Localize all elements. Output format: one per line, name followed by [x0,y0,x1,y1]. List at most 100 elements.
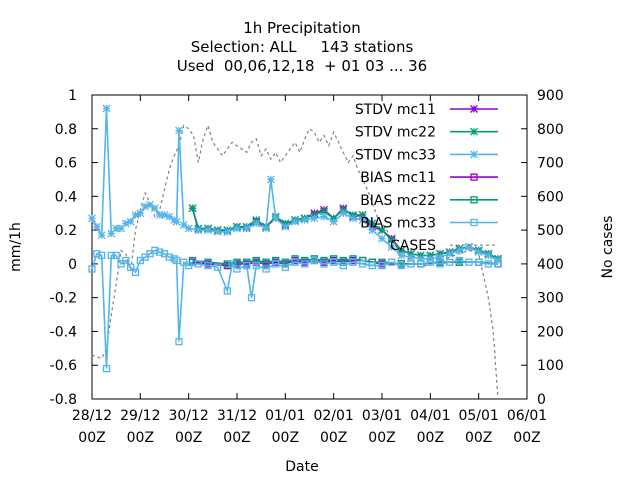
legend-marker [470,196,478,204]
y-tick-label: 1 [68,88,77,104]
legend-marker [470,105,478,113]
data-point [368,219,377,228]
x-tick-date: 04/01 [410,408,450,424]
data-point [97,231,106,240]
data-point [102,104,111,113]
data-point [387,236,396,245]
star-stroke [188,204,197,213]
data-point [122,256,130,265]
data-point [339,256,347,265]
data-point [320,212,328,221]
y2-tick-label: 600 [537,189,564,205]
data-point [455,246,464,255]
star-stroke [368,219,377,228]
data-point [204,261,212,270]
star-stroke [281,222,290,231]
data-point [194,260,202,268]
y2-tick-label: 500 [537,223,564,239]
star-stroke [470,105,478,113]
y2-tick-label: 300 [537,291,564,307]
plot-border [91,94,528,400]
star-stroke [320,212,328,221]
x-tick-date: 02/01 [313,408,353,424]
data-point [349,214,357,223]
data-point [126,217,135,226]
data-point [223,287,231,295]
legend-marker [470,218,478,227]
star-stroke [194,226,203,235]
data-point [204,226,212,235]
star-stroke [136,209,145,218]
data-point [262,224,270,233]
star-stroke [97,231,106,240]
y-tick-label: 0.2 [55,223,77,239]
y-tick-label: -0.6 [50,358,77,374]
legend: STDV mc11 STDV mc22 STDV mc33 BIAS mc11 BIAS… [355,102,498,254]
legend-label: CASES [390,238,436,254]
x-tick-date: 03/01 [362,408,402,424]
series-layer [88,104,502,400]
data-point [88,214,96,223]
data-point [475,258,483,266]
data-point [88,265,96,273]
data-point [252,256,260,265]
legend-marker [470,127,478,136]
star-stroke [436,253,444,262]
data-point [262,265,270,273]
y2-tick-label: 400 [537,257,564,273]
x-tick-time: 00Z [320,430,347,446]
x-axis-ticks: 28/12 00Z 29/12 00Z 30/12 00Z 31/12 00Z 01/01 00Z… [72,95,547,446]
legend-entry: STDV mc33 [355,147,498,163]
star-stroke [88,214,96,223]
data-point [156,248,164,256]
legend-entry: BIAS mc11 [360,170,498,186]
star-stroke [368,226,377,235]
y2-axis-label: No cases [600,216,616,279]
data-point [349,258,357,266]
star-stroke [184,224,193,233]
star-stroke [484,251,493,260]
data-point [474,248,483,257]
y2-tick-label: 700 [537,156,564,172]
chart-title-line-2: Selection: ALL 143 stations [191,38,414,56]
y-tick-label: 0 [68,257,77,273]
x-tick-date: 31/12 [217,408,257,424]
data-point [281,222,290,231]
data-point [172,256,181,265]
y-tick-label: 0.8 [55,122,77,138]
data-point [484,251,493,260]
x-tick-date: 28/12 [72,408,112,424]
series-cases [91,123,499,400]
data-point [291,217,299,226]
legend-label: BIAS mc33 [360,216,436,232]
star-stroke [470,127,478,136]
chart-title: 1h Precipitation Selection: ALL 143 stat… [177,19,427,75]
data-point [446,258,454,266]
data-point [281,263,289,271]
star-stroke [445,249,454,258]
star-stroke [378,234,386,243]
data-point [188,204,197,213]
star-stroke [387,236,396,245]
data-point [184,224,193,233]
star-stroke [291,217,299,226]
data-point [388,258,396,266]
data-point [271,214,280,223]
legend-label: BIAS mc11 [360,170,436,186]
data-point [378,234,386,243]
data-point [465,258,473,266]
y-tick-label: 0.4 [55,189,77,205]
data-point [407,253,415,262]
data-point [301,260,309,268]
data-point [185,261,193,270]
star-stroke [329,217,338,226]
data-point [242,224,251,233]
data-point [112,251,120,260]
data-point [436,260,444,268]
x-tick-time: 00Z [175,430,202,446]
data-point [127,263,135,271]
star-stroke [262,224,270,233]
data-point [233,265,241,273]
star-stroke [179,221,188,230]
legend-entry: BIAS mc33 [360,216,498,232]
